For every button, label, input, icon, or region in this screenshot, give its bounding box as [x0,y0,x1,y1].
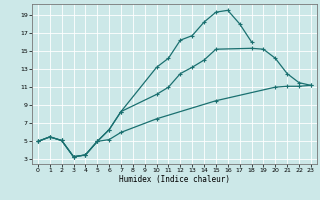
X-axis label: Humidex (Indice chaleur): Humidex (Indice chaleur) [119,175,230,184]
